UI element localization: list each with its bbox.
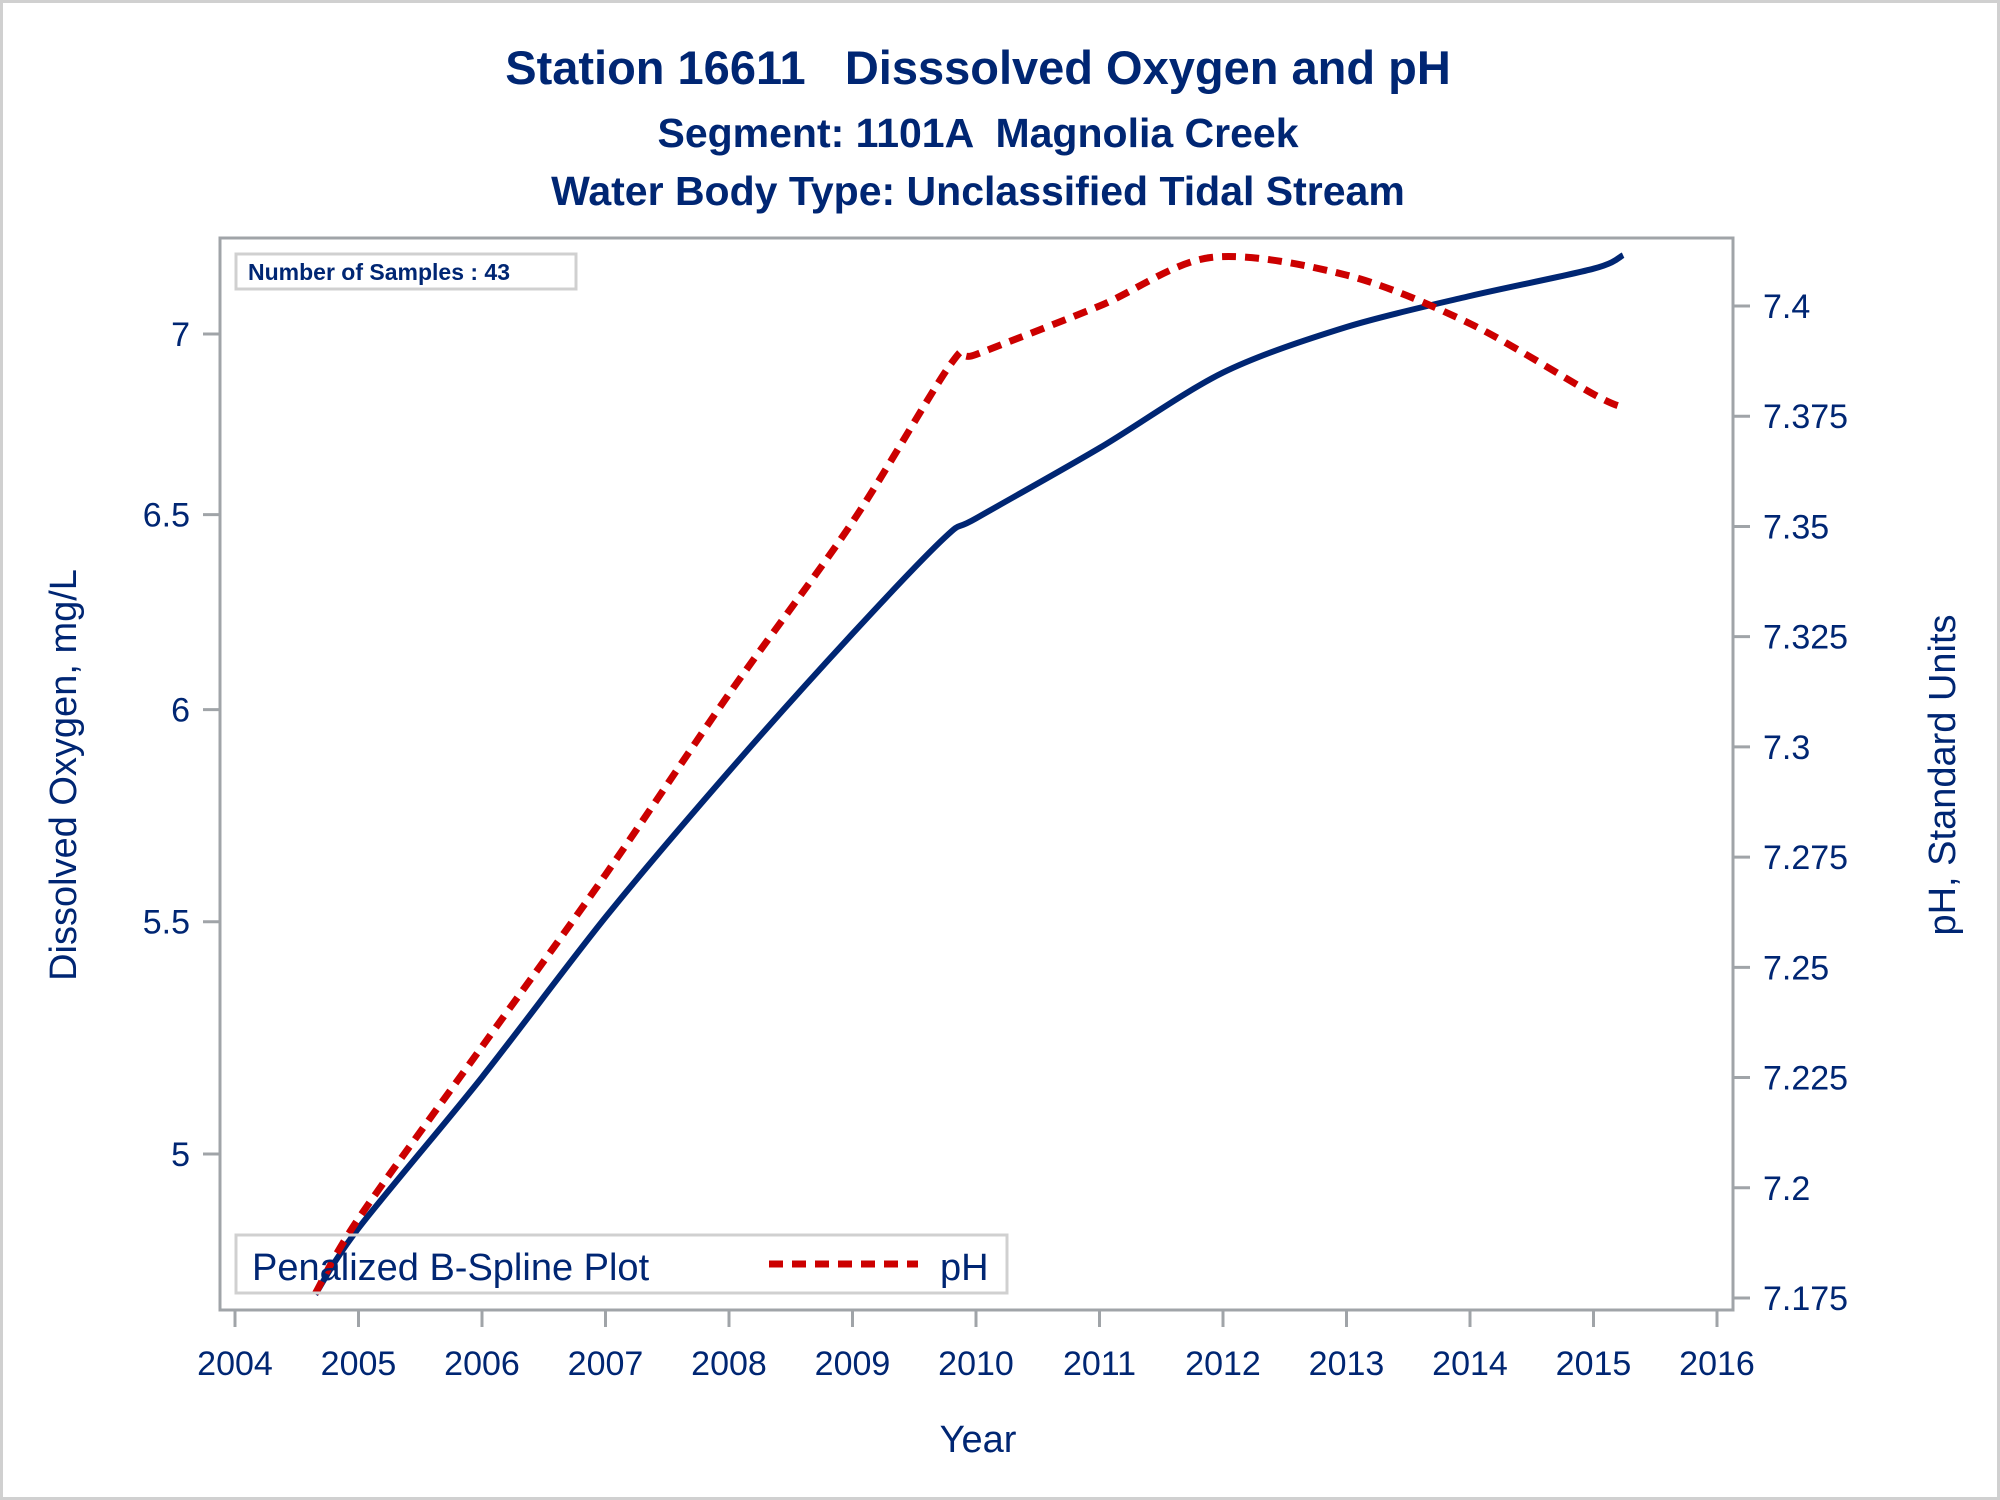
legend-frame <box>234 1233 1009 1295</box>
y2-tick-label: 7.375 <box>1763 398 1848 436</box>
plot-area <box>218 236 1735 1312</box>
x-axis: 2004 2005 2006 2007 2008 2009 2010 2011 2012 2013… <box>197 1310 1755 1383</box>
y2-tick-label: 7.175 <box>1763 1280 1848 1318</box>
x-tick-label: 2005 <box>321 1345 397 1383</box>
y2-tick-label: 7.275 <box>1763 839 1848 877</box>
legend-ph-label: pH <box>940 1247 989 1289</box>
y2-tick-label: 7.25 <box>1763 949 1829 987</box>
x-tick-label: 2016 <box>1679 1345 1755 1383</box>
series-layer <box>312 252 1625 1297</box>
y2-axis-title: pH, Standard Units <box>1922 614 1964 935</box>
x-tick-label: 2012 <box>1185 1345 1261 1383</box>
sample-count-text: Number of Samples : 43 <box>248 259 510 285</box>
x-tick-label: 2011 <box>1063 1345 1136 1383</box>
sample-count-box: Number of Samples : 43 <box>234 252 578 291</box>
y2-tick-label: 7.325 <box>1763 619 1848 657</box>
chart-title: Station 16611 Disssolved Oxygen and pH <box>505 41 1451 94</box>
y-tick-label: 6.5 <box>143 497 190 535</box>
sample-count-frame <box>234 252 578 291</box>
x-tick-label: 2008 <box>691 1345 767 1383</box>
dissolved-oxygen-series-line <box>312 252 1625 1297</box>
chart-subtitle: Segment: 1101A Magnolia Creek <box>657 110 1298 156</box>
x-tick-label: 2014 <box>1432 1345 1508 1383</box>
x-tick-label: 2007 <box>568 1345 644 1383</box>
y-axis-left: 5 5.5 6 6.5 7 <box>143 316 220 1174</box>
x-tick-label: 2013 <box>1309 1345 1385 1383</box>
x-axis-title: Year <box>940 1419 1017 1461</box>
x-tick-label: 2015 <box>1556 1345 1632 1383</box>
y-axis-right: 7.175 7.2 7.225 7.25 7.275 7.3 7.325 7.35 7.375 7… <box>1733 288 1848 1318</box>
ph-series-line <box>312 253 1625 1296</box>
x-tick-label: 2009 <box>815 1345 891 1383</box>
y2-tick-label: 7.2 <box>1763 1170 1810 1208</box>
x-tick-label: 2006 <box>444 1345 520 1383</box>
y2-tick-label: 7.225 <box>1763 1060 1848 1098</box>
chart-subtitle-2: Water Body Type: Unclassified Tidal Stre… <box>551 168 1405 214</box>
legend-title: Penalized B-Spline Plot <box>252 1247 650 1289</box>
x-tick-label: 2010 <box>938 1345 1014 1383</box>
y2-tick-label: 7.3 <box>1763 729 1810 767</box>
y-axis-title: Dissolved Oxygen, mg/L <box>43 569 85 981</box>
y-tick-label: 6 <box>171 692 190 730</box>
y-tick-label: 5 <box>171 1136 190 1174</box>
y2-tick-label: 7.35 <box>1763 508 1829 546</box>
legend: Penalized B-Spline Plot pH <box>234 1233 1009 1295</box>
y-tick-label: 5.5 <box>143 904 190 942</box>
x-tick-label: 2004 <box>197 1345 273 1383</box>
y-tick-label: 7 <box>171 316 190 354</box>
y2-tick-label: 7.4 <box>1763 288 1810 326</box>
